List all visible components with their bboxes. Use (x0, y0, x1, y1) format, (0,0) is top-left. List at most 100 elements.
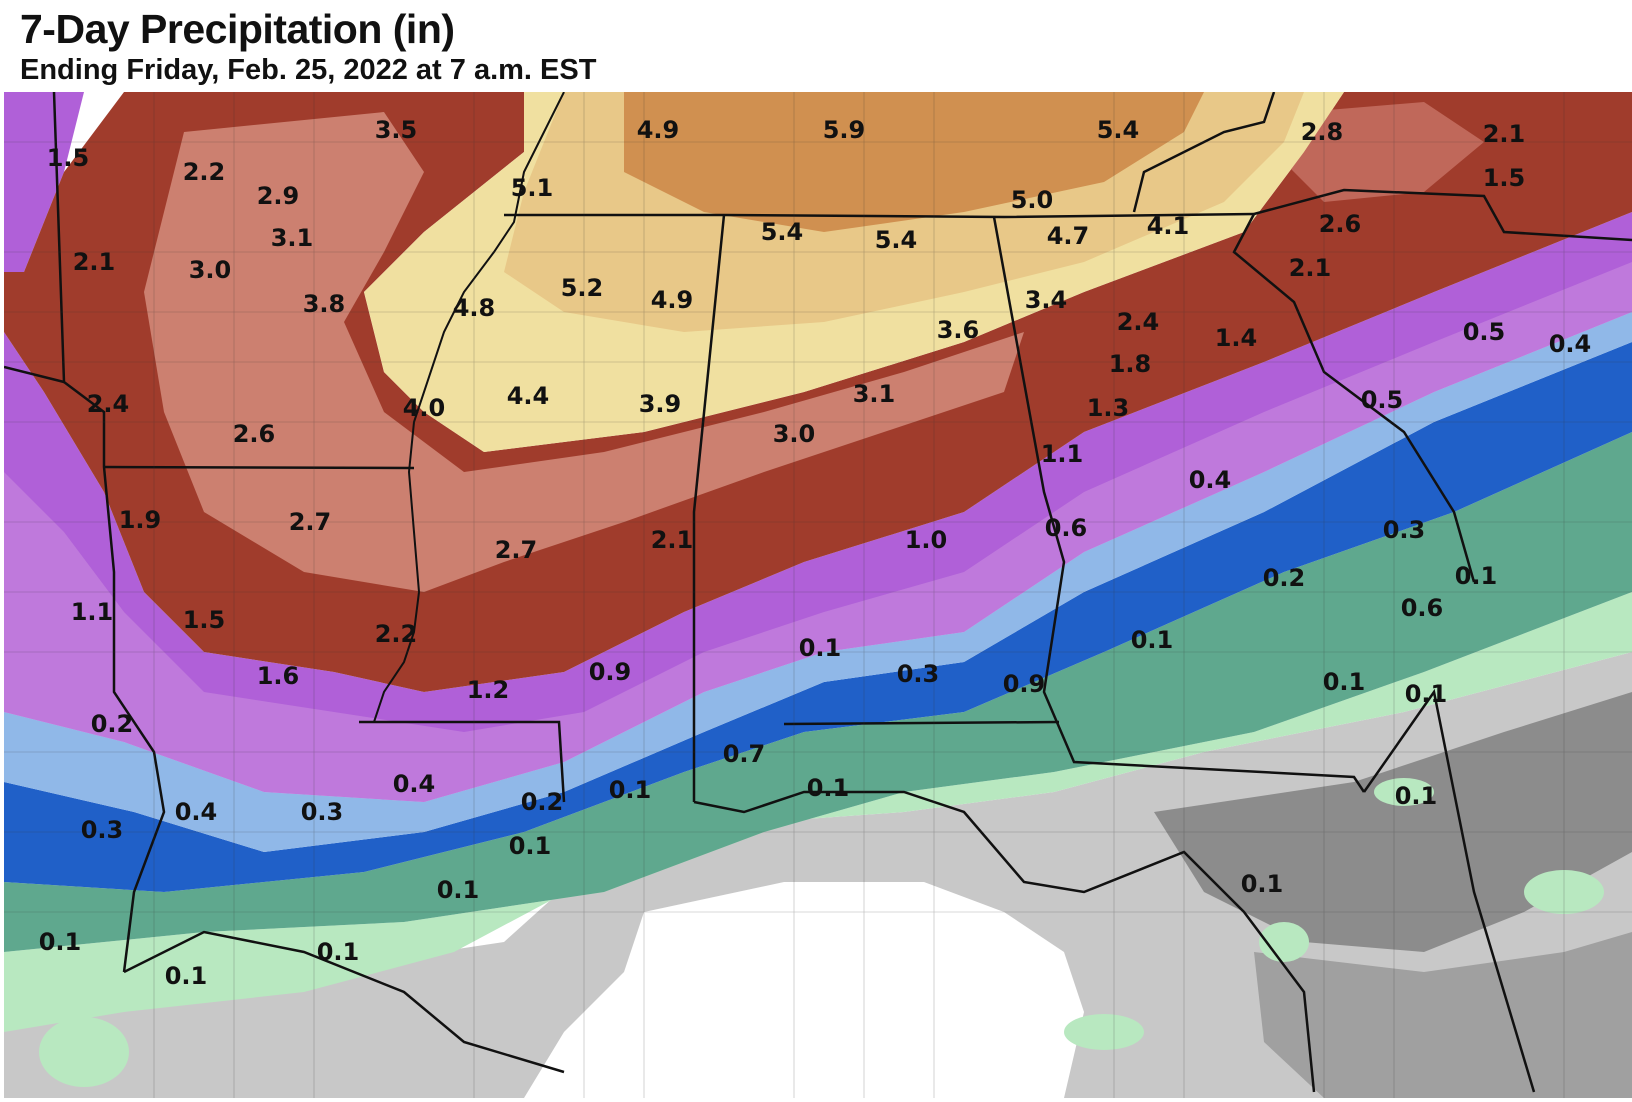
precip-value-label: 0.3 (897, 660, 940, 688)
precip-value-label: 2.2 (375, 620, 418, 648)
boundary-line (1132, 92, 1276, 213)
precip-value-label: 2.1 (73, 248, 116, 276)
precipitation-map: 1.5 3.5 4.9 5.9 5.4 2.8 2.1 2.2 2.9 5.1 5.0 1.5 3.1 2… (4, 92, 1632, 1098)
precip-value-label: 0.6 (1401, 594, 1444, 622)
precip-value-label: 0.3 (81, 816, 124, 844)
river-line (373, 92, 565, 723)
boundary-line (123, 930, 565, 1074)
precip-value-label: 1.6 (257, 662, 300, 690)
precip-value-label: 0.7 (723, 740, 766, 768)
precip-value-label: 1.1 (1041, 440, 1084, 468)
boundary-line (1362, 688, 1536, 1093)
map-title: 7-Day Precipitation (in) (20, 6, 455, 52)
precip-band-light-purple (4, 262, 1632, 802)
precip-value-label: 0.4 (175, 798, 218, 826)
precip-value-label: 2.4 (1117, 308, 1160, 336)
precip-value-label: 3.0 (773, 420, 816, 448)
boundary-line (692, 214, 726, 802)
precip-band-dark-gray-2 (1254, 932, 1632, 1098)
precip-value-label: 0.1 (807, 774, 850, 802)
precip-value-label: 5.4 (875, 226, 918, 254)
precip-value-label: 0.1 (609, 776, 652, 804)
precip-value-label: 0.1 (317, 938, 360, 966)
precip-band-light-green (4, 592, 1632, 1032)
precip-value-label: 0.4 (1549, 330, 1592, 358)
precip-value-label: 2.8 (1301, 118, 1344, 146)
precip-value-label: 0.1 (1241, 870, 1284, 898)
precip-value-label: 2.1 (651, 526, 694, 554)
precip-value-label: 3.0 (189, 256, 232, 284)
county-grid (4, 92, 1632, 1098)
precip-value-label: 3.9 (639, 390, 682, 418)
precip-value-label: 5.0 (1011, 186, 1054, 214)
precip-value-label: 4.8 (453, 294, 496, 322)
boundary-line (4, 141, 1632, 913)
precip-value-label: 0.6 (1045, 514, 1088, 542)
boundary-line (992, 216, 1366, 793)
precip-value-label: 0.9 (589, 658, 632, 686)
boundary-line (359, 720, 566, 803)
precip-value-label: 1.1 (71, 598, 114, 626)
precip-value-label: 5.4 (1097, 116, 1140, 144)
precip-value-label: 1.0 (905, 526, 948, 554)
boundary-line (1232, 213, 1476, 583)
precip-patch-green (39, 1017, 129, 1087)
precip-value-label: 0.5 (1463, 318, 1506, 346)
precip-value-label: 5.9 (823, 116, 866, 144)
precip-value-label: 5.2 (561, 274, 604, 302)
precip-patch-green (1064, 1014, 1144, 1050)
precip-value-label: 4.9 (637, 116, 680, 144)
precip-band-teal (4, 432, 1632, 952)
precip-value-label: 0.2 (521, 788, 564, 816)
precip-value-label: 0.1 (165, 962, 208, 990)
precip-value-label: 0.1 (509, 832, 552, 860)
precip-value-label: 2.2 (183, 158, 226, 186)
precip-value-label: 0.4 (1189, 466, 1232, 494)
precip-value-label: 3.1 (271, 224, 314, 252)
precip-value-label: 0.5 (1361, 386, 1404, 414)
precip-value-label: 3.5 (375, 116, 418, 144)
precip-value-label: 2.7 (289, 508, 332, 536)
precip-band-salmon-2 (1284, 102, 1484, 202)
precip-value-label: 3.1 (853, 380, 896, 408)
boundary-line (52, 92, 166, 973)
precip-value-label: 0.9 (1003, 670, 1046, 698)
map-subtitle: Ending Friday, Feb. 25, 2022 at 7 a.m. E… (20, 54, 597, 86)
precip-value-label: 1.9 (119, 506, 162, 534)
precip-value-label: 1.8 (1109, 350, 1152, 378)
precip-value-label: 1.3 (1087, 394, 1130, 422)
precip-value-label: 1.5 (47, 144, 90, 172)
boundary-line (504, 212, 1255, 219)
precip-value-label: 0.4 (393, 770, 436, 798)
precip-value-label: 1.4 (1215, 324, 1258, 352)
gulf-white (524, 882, 1084, 1098)
precip-value-label: 0.2 (1263, 564, 1306, 592)
precip-patch-green (1524, 870, 1604, 914)
boundary-line (1253, 188, 1632, 242)
precip-band-dark-gray (1154, 692, 1632, 952)
precip-patch-green (1259, 922, 1309, 962)
precip-value-label: 0.1 (1395, 782, 1438, 810)
precip-value-label: 4.4 (507, 382, 550, 410)
precip-value-label: 0.1 (799, 634, 842, 662)
precip-value-label: 2.1 (1289, 254, 1332, 282)
boundary-line (783, 720, 1060, 726)
precip-value-label: 5.1 (511, 174, 554, 202)
precip-value-label: 2.6 (1319, 210, 1362, 238)
precip-value-label: 1.5 (183, 606, 226, 634)
precip-value-label: 0.2 (91, 710, 134, 738)
precip-value-label: 1.5 (1483, 164, 1526, 192)
precip-value-label: 0.1 (1323, 668, 1366, 696)
precip-value-label: 3.8 (303, 290, 346, 318)
precip-value-label: 4.7 (1047, 222, 1090, 250)
precip-band-salmon (144, 112, 1024, 592)
precip-value-label: 0.1 (1131, 626, 1174, 654)
precip-value-label: 0.3 (301, 798, 344, 826)
precip-band-light-blue (4, 312, 1632, 852)
precip-band-brown-orange (624, 92, 1204, 232)
precip-value-label: 0.1 (1405, 680, 1448, 708)
precip-patch-green (1374, 778, 1434, 806)
boundary-line (4, 365, 65, 384)
precip-value-label: 1.2 (467, 676, 510, 704)
precip-value-label: 0.1 (1455, 562, 1498, 590)
